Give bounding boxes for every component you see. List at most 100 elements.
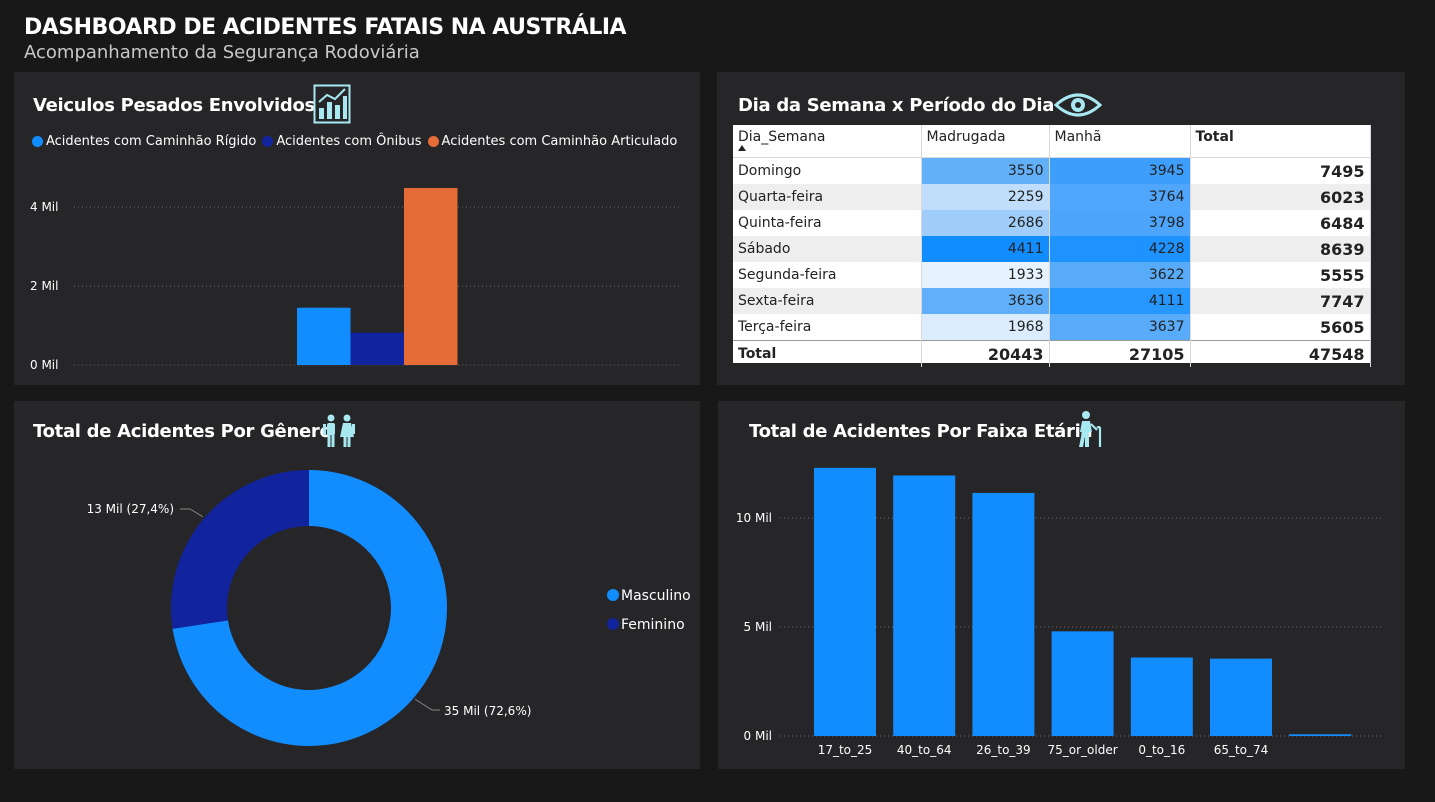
legend-label[interactable]: Masculino (621, 588, 691, 604)
row-label: Sábado (733, 236, 922, 262)
row-label: Quinta-feira (733, 210, 922, 236)
x-tick-label: 75_or_older (1048, 743, 1118, 757)
bar[interactable] (1130, 657, 1193, 736)
bar[interactable] (893, 475, 956, 736)
cell-madrugada: 3550 (921, 157, 1050, 184)
cell-manha: 3798 (1049, 210, 1191, 236)
gender-donut-chart[interactable]: 35 Mil (72,6%) 13 Mil (27,4%) Masculino Fem… (14, 440, 700, 769)
table-total-row[interactable]: Total 20443 27105 47548 (733, 340, 1371, 367)
column-header-manha[interactable]: Manhã (1049, 125, 1191, 158)
bar[interactable] (350, 332, 405, 365)
cell-madrugada: 2686 (921, 210, 1050, 236)
cell-madrugada: 2259 (921, 184, 1050, 210)
bar-chart-icon (313, 84, 351, 128)
heavy-vehicles-title: Veiculos Pesados Envolvidos (33, 95, 315, 116)
table-row[interactable]: Quarta-feira 2259 3764 6023 (733, 184, 1371, 210)
legend-item-rigid[interactable]: Acidentes com Caminhão Rígido (32, 134, 256, 149)
dashboard-subtitle: Acompanhamento da Segurança Rodoviária (24, 42, 420, 63)
age-title: Total de Acidentes Por Faixa Etária (749, 421, 1093, 442)
cell-madrugada: 4411 (921, 236, 1050, 262)
cell-total: 8639 (1190, 236, 1371, 262)
column-header-total[interactable]: Total (1190, 125, 1371, 158)
weekday-period-title: Dia da Semana x Período do Dia (738, 95, 1055, 116)
y-tick-label: 10 Mil (736, 511, 772, 525)
heavy-vehicles-legend: Acidentes com Caminhão Rígido Acidentes … (32, 134, 683, 149)
cell-manha: 3637 (1049, 314, 1191, 341)
total-manha: 27105 (1049, 340, 1191, 367)
row-label: Quarta-feira (733, 184, 922, 210)
y-tick-label: 5 Mil (744, 620, 772, 634)
people-icon (322, 413, 356, 453)
sort-ascending-icon[interactable] (738, 145, 746, 151)
x-tick-label: 0_to_16 (1138, 743, 1185, 757)
weekday-period-matrix[interactable]: Dia_Semana Madrugada Manhã Total Domingo… (733, 125, 1371, 367)
x-tick-label: 26_to_39 (976, 743, 1031, 757)
data-label: 35 Mil (72,6%) (444, 704, 531, 718)
legend-item-bus[interactable]: Acidentes com Ônibus (262, 134, 422, 149)
cell-manha: 3622 (1049, 262, 1191, 288)
age-range-chart[interactable]: 0 Mil 5 Mil 10 Mil 17_to_25 40_to_64 26_to_39… (718, 440, 1405, 769)
x-tick-label: 17_to_25 (818, 743, 873, 757)
gender-title: Total de Acidentes Por Gênero (33, 421, 332, 442)
table-row[interactable]: Domingo 3550 3945 7495 (733, 157, 1371, 184)
cell-manha: 4111 (1049, 288, 1191, 314)
table-row[interactable]: Sábado 4411 4228 8639 (733, 236, 1371, 262)
y-tick-label: 0 Mil (30, 358, 58, 372)
cell-madrugada: 1968 (921, 314, 1050, 341)
bar[interactable] (1051, 631, 1114, 736)
bar[interactable] (1210, 658, 1272, 736)
column-header-madrugada[interactable]: Madrugada (921, 125, 1050, 158)
cell-manha: 3945 (1049, 157, 1191, 184)
bar[interactable] (404, 188, 458, 365)
donut-slice[interactable] (172, 470, 448, 746)
row-label: Terça-feira (733, 314, 922, 341)
cell-total: 6023 (1190, 184, 1371, 210)
cell-madrugada: 3636 (921, 288, 1050, 314)
legend-label: Acidentes com Caminhão Articulado (441, 134, 678, 149)
legend-dot (607, 618, 619, 630)
y-tick-label: 0 Mil (744, 729, 772, 743)
elderly-icon (1076, 410, 1104, 452)
legend-dot (427, 136, 439, 147)
y-tick-label: 2 Mil (30, 279, 58, 293)
column-header-weekday[interactable]: Dia_Semana (733, 125, 922, 158)
bar[interactable] (814, 467, 876, 736)
bar[interactable] (297, 307, 351, 365)
heavy-vehicles-chart[interactable]: 0 Mil 2 Mil 4 Mil (14, 160, 700, 385)
leader-line (414, 698, 440, 711)
cell-manha: 4228 (1049, 236, 1191, 262)
data-label: 13 Mil (27,4%) (87, 502, 174, 516)
cell-total: 5605 (1190, 314, 1371, 341)
legend-label[interactable]: Feminino (621, 617, 685, 633)
total-label: Total (733, 340, 922, 367)
x-tick-label: 40_to_64 (897, 743, 952, 757)
row-label: Segunda-feira (733, 262, 922, 288)
table-row[interactable]: Sexta-feira 3636 4111 7747 (733, 288, 1371, 314)
cell-total: 7495 (1190, 157, 1371, 184)
table-row[interactable]: Segunda-feira 1933 3622 5555 (733, 262, 1371, 288)
leader-line (180, 508, 204, 518)
donut-slice[interactable] (171, 470, 309, 629)
bar[interactable] (1289, 734, 1352, 736)
cell-total: 6484 (1190, 210, 1371, 236)
total-grand: 47548 (1190, 340, 1371, 367)
legend-item-articulated[interactable]: Acidentes com Caminhão Articulado (427, 134, 678, 149)
dashboard-title: DASHBOARD DE ACIDENTES FATAIS NA AUSTRÁL… (24, 15, 627, 40)
total-madrugada: 20443 (921, 340, 1050, 367)
cell-manha: 3764 (1049, 184, 1191, 210)
row-label: Sexta-feira (733, 288, 922, 314)
legend-dot (607, 589, 619, 601)
cell-total: 7747 (1190, 288, 1371, 314)
legend-dot (32, 136, 43, 147)
legend-label: Acidentes com Ônibus (276, 134, 422, 149)
eye-icon (1053, 90, 1103, 124)
legend-label: Acidentes com Caminhão Rígido (46, 134, 257, 149)
x-tick-label: 65_to_74 (1214, 743, 1269, 757)
row-label: Domingo (733, 157, 922, 184)
table-row[interactable]: Terça-feira 1968 3637 5605 (733, 314, 1371, 341)
y-tick-label: 4 Mil (30, 200, 58, 214)
cell-total: 5555 (1190, 262, 1371, 288)
table-row[interactable]: Quinta-feira 2686 3798 6484 (733, 210, 1371, 236)
bar[interactable] (972, 492, 1035, 736)
legend-dot (262, 136, 274, 147)
